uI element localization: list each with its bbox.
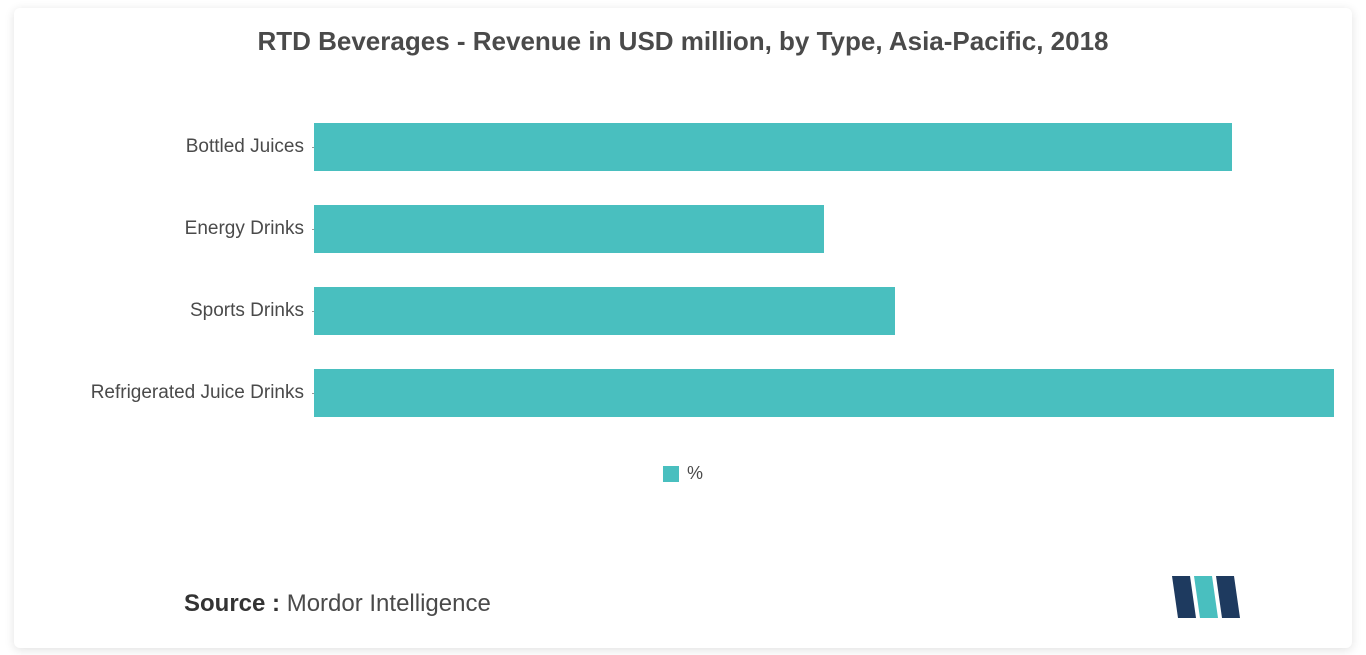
chart-card: RTD Beverages - Revenue in USD million, … <box>14 8 1352 648</box>
bar <box>314 123 1232 171</box>
bar-row: Energy Drinks <box>314 205 1334 253</box>
source-text: Mordor Intelligence <box>287 590 491 617</box>
plot-area: Bottled Juices Energy Drinks Sports Drinks… <box>314 123 1334 453</box>
bar <box>314 287 895 335</box>
source-line: Source : Mordor Intelligence <box>184 590 491 618</box>
category-label: Energy Drinks <box>185 218 304 240</box>
legend-label: % <box>687 463 703 484</box>
bar <box>314 369 1334 417</box>
legend-swatch <box>663 466 679 482</box>
bar-row: Refrigerated Juice Drinks <box>314 369 1334 417</box>
legend: % <box>663 463 703 484</box>
category-label: Bottled Juices <box>186 136 304 158</box>
brand-logo-icon <box>1172 576 1242 618</box>
bar-row: Sports Drinks <box>314 287 1334 335</box>
bar-row: Bottled Juices <box>314 123 1334 171</box>
source-prefix: Source : <box>184 590 287 617</box>
category-label: Sports Drinks <box>190 300 304 322</box>
bar <box>314 205 824 253</box>
chart-title: RTD Beverages - Revenue in USD million, … <box>14 8 1352 57</box>
category-label: Refrigerated Juice Drinks <box>91 382 304 404</box>
